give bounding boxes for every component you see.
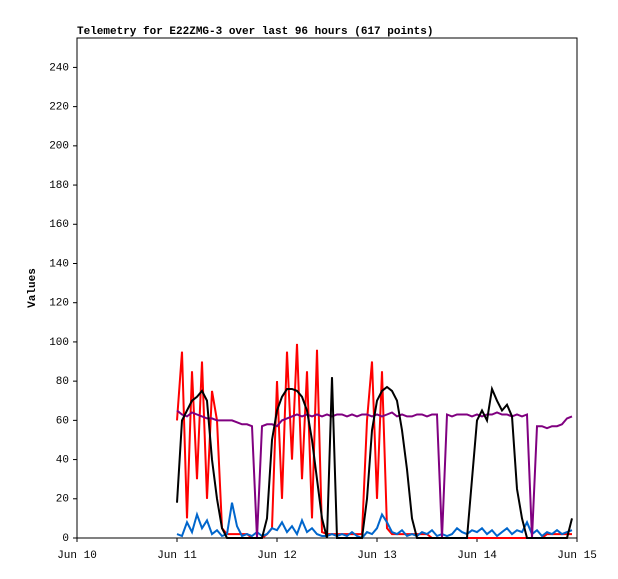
y-tick-label: 140	[49, 258, 69, 270]
y-tick-label: 100	[49, 337, 69, 349]
x-tick-label: Jun 10	[57, 550, 97, 562]
y-tick-label: 240	[49, 62, 69, 74]
y-tick-label: 120	[49, 298, 69, 310]
y-tick-label: 80	[56, 376, 69, 388]
y-tick-label: 0	[62, 533, 69, 545]
x-tick-label: Jun 12	[257, 550, 297, 562]
x-tick-label: Jun 13	[357, 550, 397, 562]
y-tick-label: 200	[49, 141, 69, 153]
x-tick-label: Jun 11	[157, 550, 197, 562]
y-tick-label: 60	[56, 415, 69, 427]
plot-frame	[76, 37, 578, 539]
x-tick-label: Jun 14	[457, 550, 497, 562]
series-line	[176, 343, 572, 539]
y-tick-label: 180	[49, 180, 69, 192]
y-axis-label: Values	[27, 268, 39, 308]
x-tick-label: Jun 15	[557, 550, 597, 562]
chart-title: Telemetry for E22ZMG-3 over last 96 hour…	[77, 26, 433, 38]
series-line	[176, 502, 573, 540]
y-tick-label: 40	[56, 454, 69, 466]
y-tick-label: 20	[56, 494, 69, 506]
y-tick-label: 160	[49, 219, 69, 231]
y-tick-label: 220	[49, 102, 69, 114]
series-line	[176, 377, 573, 539]
